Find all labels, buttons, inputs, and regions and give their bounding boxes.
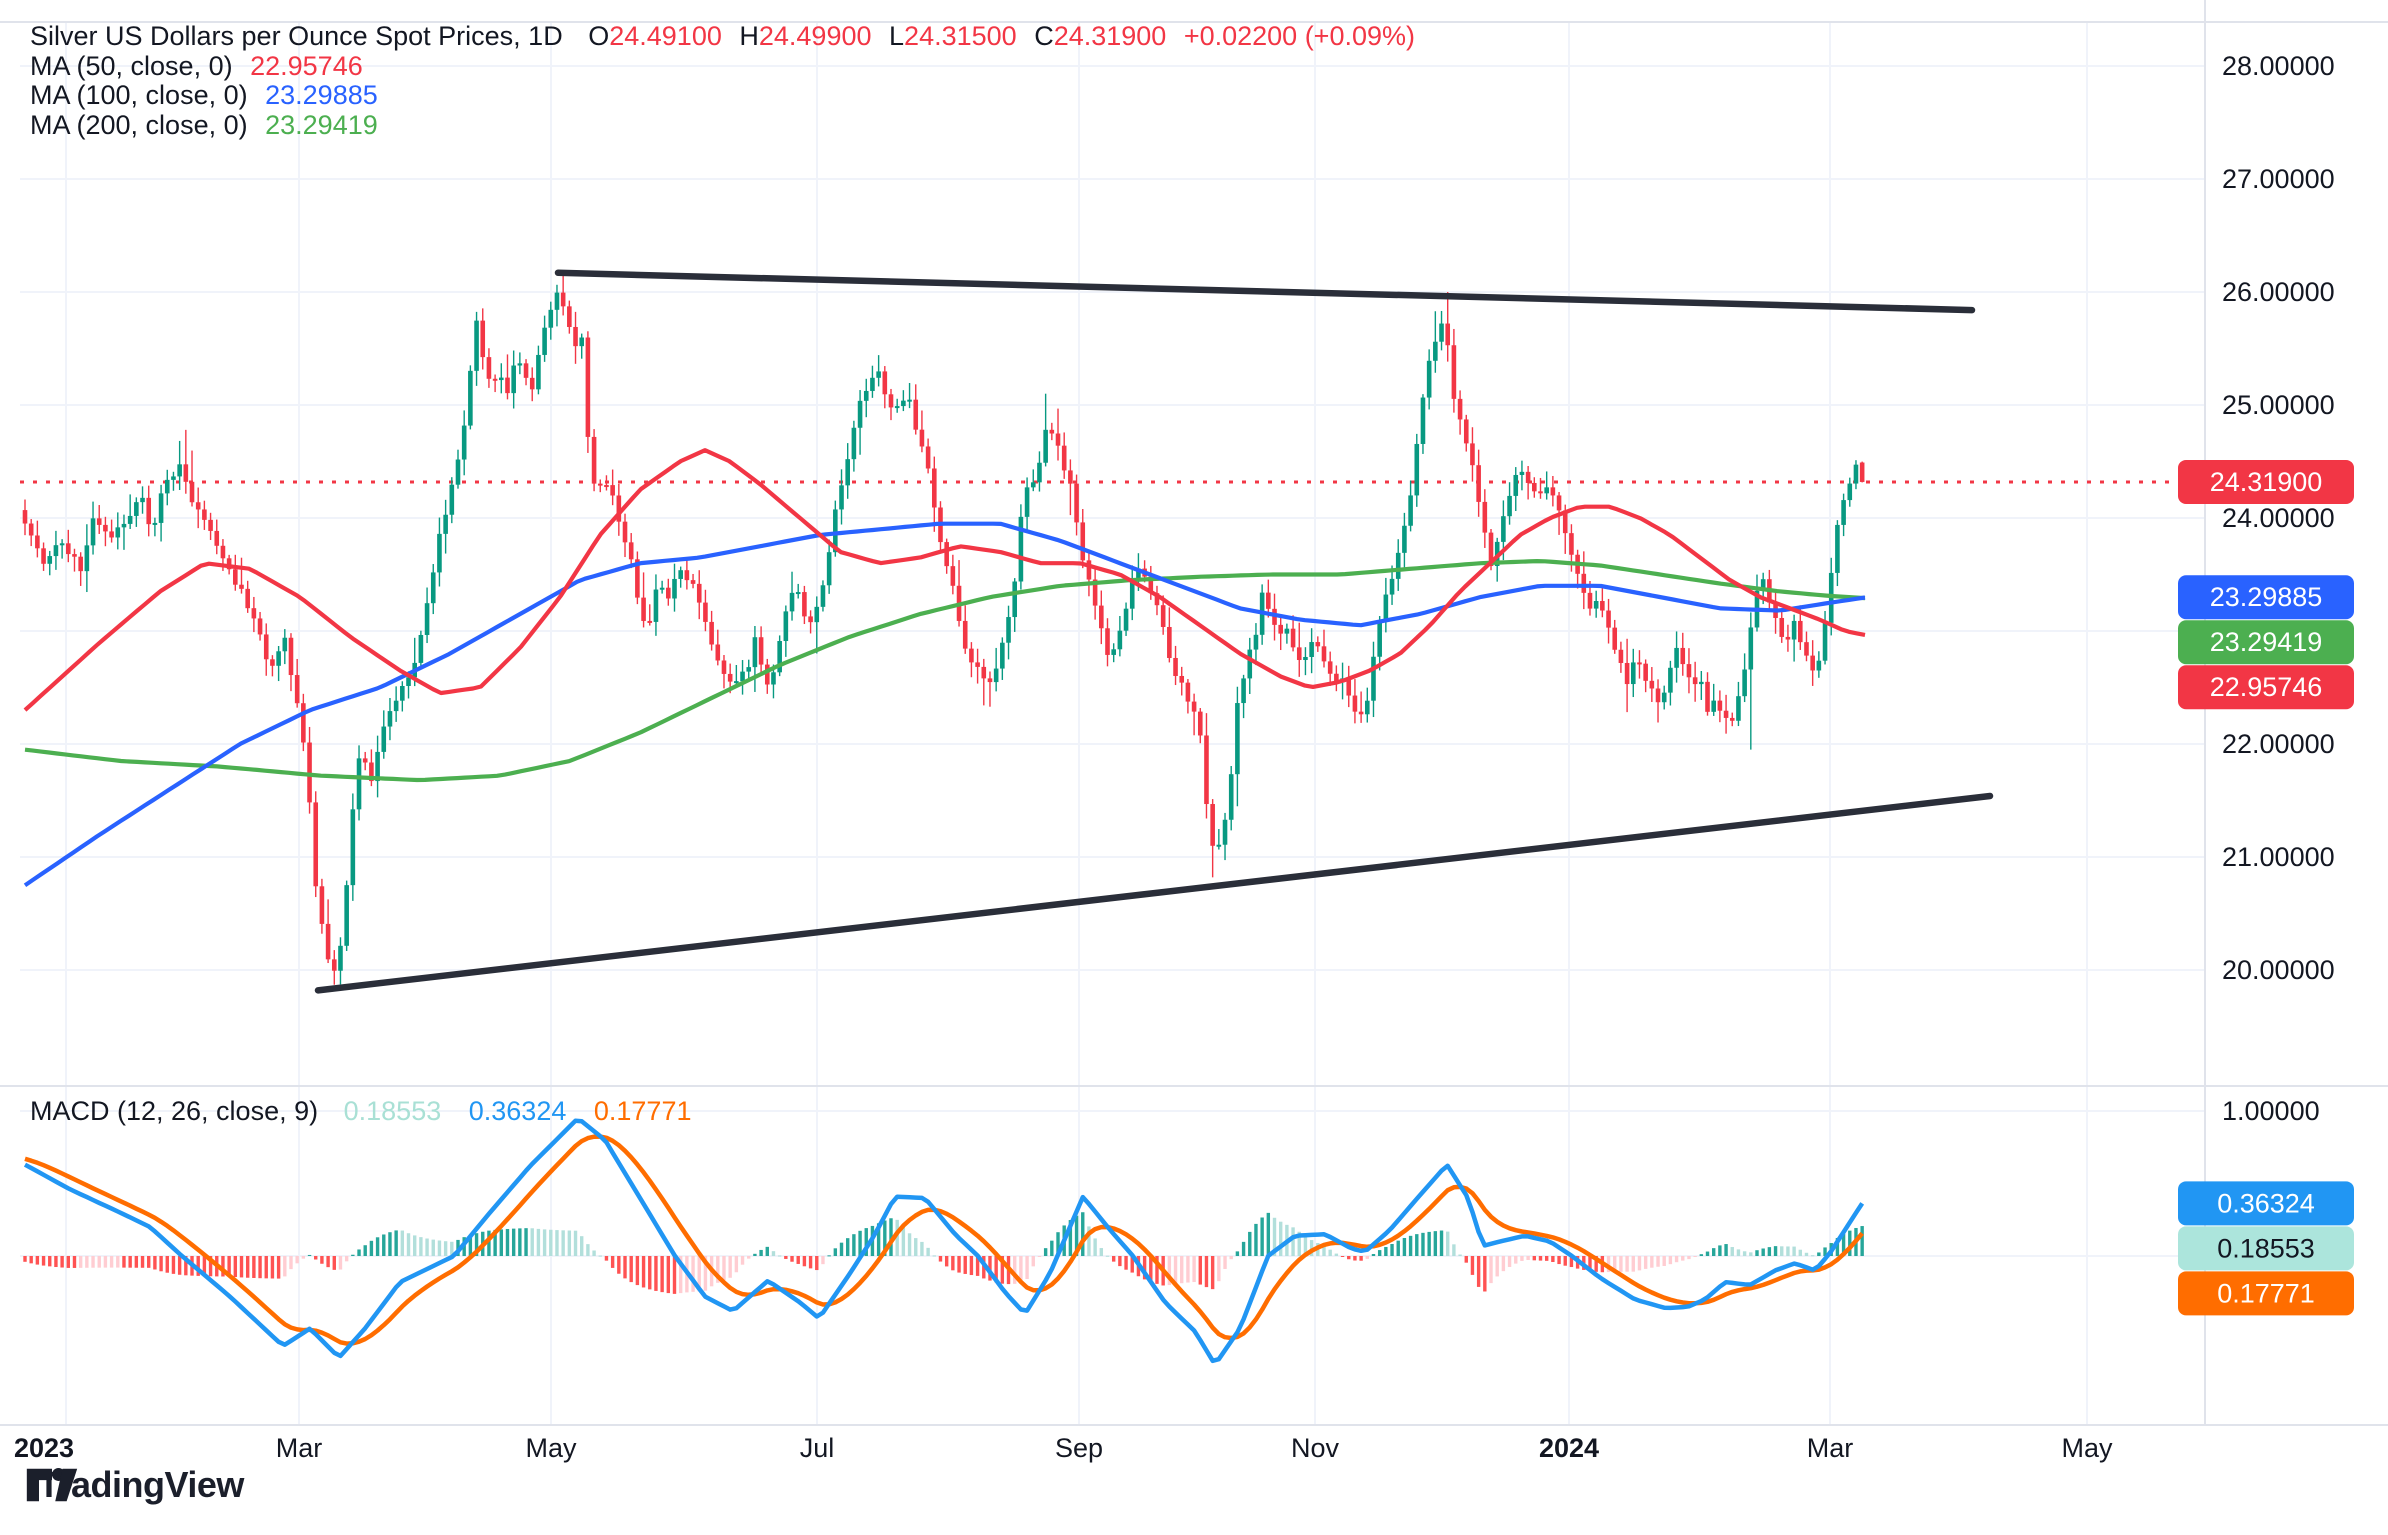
ma50-badge (2178, 665, 2354, 710)
signal-value-badge-text: 0.17771 (2217, 1278, 2315, 1308)
price-tick-label: 26.00000 (2222, 277, 2335, 307)
ma200-badge-text: 23.29419 (2210, 627, 2323, 657)
time-tick-label: May (2061, 1433, 2113, 1463)
time-scale[interactable]: 2023 Mar May Jul Sep Nov 2024 Mar May (14, 1433, 2113, 1463)
last-price-badge-text: 24.31900 (2210, 467, 2323, 497)
time-tick-label: Jul (800, 1433, 835, 1463)
ohlc-close-label: C (1034, 21, 1054, 51)
time-tick-label: Nov (1291, 1433, 1340, 1463)
price-tick-label: 27.00000 (2222, 164, 2335, 194)
gridlines (20, 22, 2205, 1425)
ma100-line (23, 521, 1866, 888)
time-tick-label: May (525, 1433, 577, 1463)
ma100-value: 23.29885 (265, 80, 378, 110)
ma200-value: 23.29419 (265, 109, 378, 140)
price-tick-label: 25.00000 (2222, 390, 2335, 420)
candlestick-series (22, 273, 1865, 985)
hist-value-badge-text: 0.18553 (2217, 1233, 2315, 1263)
main-legend[interactable]: Silver US Dollars per Ounce Spot Prices,… (30, 21, 1416, 141)
ohlc-low-value: 24.31500 (904, 21, 1017, 51)
ma50-value: 22.95746 (250, 50, 363, 81)
macd-lines (23, 1118, 1865, 1364)
macd-signal-value: 0.17771 (593, 1096, 692, 1126)
time-tick-label: Mar (276, 1433, 323, 1463)
macd-signal-line (24, 1134, 1864, 1346)
change-value: +0.02200 (+0.09%) (1183, 21, 1416, 51)
ohlc-high-label: H (739, 21, 759, 51)
ma200-line (24, 559, 1866, 783)
symbol-title-row: Silver US Dollars per Ounce Spot Prices,… (30, 21, 1416, 52)
time-tick-label: 2023 (14, 1433, 74, 1463)
price-scale[interactable]: 28.00000 27.00000 26.00000 25.00000 24.00000… (2178, 51, 2354, 1316)
price-tick-label: 21.00000 (2222, 842, 2335, 872)
macd-tick-label: 1.00000 (2222, 1096, 2320, 1126)
symbol-title: Silver US Dollars per Ounce Spot Prices,… (30, 21, 563, 51)
trendline-support[interactable] (314, 792, 1994, 994)
ohlc-high-value: 24.49900 (758, 21, 872, 51)
macd-legend-row[interactable]: MACD (12, 26, close, 9) 0.18553 0.36324 … (30, 1096, 691, 1127)
macd-hist-value: 0.18553 (343, 1096, 442, 1126)
time-tick-label: Mar (1807, 1433, 1854, 1463)
ma100-legend-row[interactable]: MA (100, close, 0) 23.29885 (30, 80, 1415, 111)
ma100-badge-text: 23.29885 (2210, 582, 2323, 612)
price-tick-label: 20.00000 (2222, 955, 2335, 985)
ma50-line (23, 448, 1866, 712)
time-tick-label: Sep (1055, 1433, 1103, 1463)
ma200-legend-row[interactable]: MA (200, close, 0) 23.29419 (30, 109, 1415, 141)
ohlc-open-label: O (588, 21, 610, 51)
price-tick-label: 28.00000 (2222, 51, 2335, 81)
pane-borders (0, 0, 2388, 1426)
trendline-resistance[interactable] (554, 269, 1976, 314)
ma100-label: MA (100, close, 0) (30, 80, 248, 110)
ohlc-close-value: 24.31900 (1053, 21, 1167, 51)
time-tick-label: 2024 (1539, 1433, 1599, 1463)
ma50-badge-text: 22.95746 (2210, 672, 2323, 702)
macd-value-badge-text: 0.36324 (2217, 1188, 2315, 1218)
ohlc-open-value: 24.49100 (609, 21, 722, 51)
price-tick-label: 24.00000 (2222, 503, 2335, 533)
signal-value-badge (2178, 1271, 2354, 1316)
price-tick-label: 22.00000 (2222, 729, 2335, 759)
ma200-label: MA (200, close, 0) (30, 109, 248, 140)
tradingview-logo-icon (26, 1467, 78, 1502)
hist-value-badge (2178, 1226, 2354, 1271)
ma100-badge (2178, 575, 2354, 620)
ma50-legend-row[interactable]: MA (50, close, 0) 22.95746 (30, 50, 1415, 82)
macd-main-line (23, 1118, 1865, 1364)
macd-value-badge (2178, 1181, 2354, 1226)
ma50-label: MA (50, close, 0) (30, 50, 233, 81)
macd-line-value: 0.36324 (468, 1096, 567, 1126)
macd-label: MACD (12, 26, close, 9) (30, 1096, 319, 1126)
last-price-badge (2178, 459, 2354, 504)
ma200-badge (2178, 620, 2354, 665)
ohlc-low-label: L (889, 21, 905, 51)
tradingview-logo[interactable]: TradingView (26, 1464, 244, 1506)
